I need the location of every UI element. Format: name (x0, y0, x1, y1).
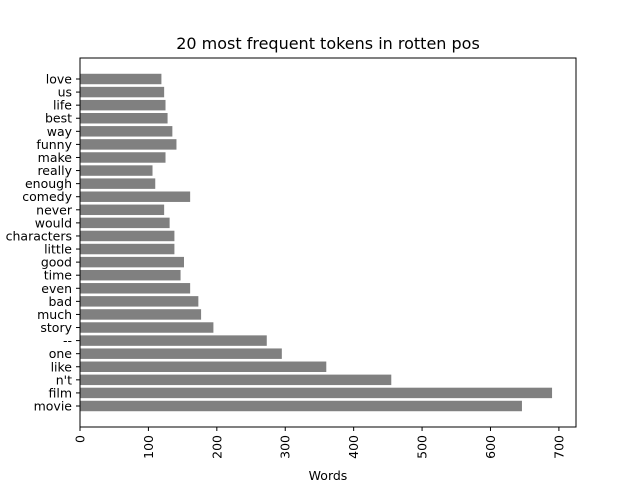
bar-8 (80, 178, 156, 189)
y-tick-label-24: film (48, 385, 72, 400)
y-tick-label-16: even (41, 281, 72, 296)
bars (80, 73, 553, 412)
y-tick-label-0: love (46, 72, 73, 87)
y-tick-label-14: good (41, 255, 72, 270)
bar-21 (80, 348, 282, 359)
y-tick-label-20: -- (63, 333, 72, 348)
y-tick-label-11: would (35, 215, 72, 230)
y-tick-label-23: n't (56, 372, 72, 387)
bar-0 (80, 73, 162, 85)
bar-2 (80, 99, 166, 111)
y-tick-label-18: much (37, 307, 72, 322)
bar-20 (80, 335, 267, 346)
y-tick-label-7: really (37, 163, 72, 178)
y-tick-label-22: like (51, 359, 73, 374)
bar-23 (80, 374, 392, 386)
y-tick-label-3: best (45, 111, 72, 126)
bar-7 (80, 165, 153, 176)
y-tick-label-12: characters (6, 228, 72, 243)
y-tick-label-9: comedy (22, 189, 72, 204)
bar-5 (80, 139, 177, 150)
bar-16 (80, 283, 191, 294)
bar-4 (80, 126, 173, 137)
y-tick-label-25: movie (34, 399, 73, 414)
y-tick-label-13: little (44, 242, 72, 257)
y-tick-label-1: us (58, 85, 72, 100)
x-axis-label: Words (309, 468, 348, 480)
bar-11 (80, 217, 170, 229)
x-axis: 0 100 200 300 400 500 600 700 (73, 427, 566, 459)
bar-13 (80, 243, 175, 255)
x-tick-label-2: 200 (209, 435, 224, 459)
bar-1 (80, 86, 165, 98)
y-tick-label-17: bad (48, 294, 72, 309)
bar-9 (80, 191, 191, 202)
y-tick-label-4: way (47, 124, 73, 139)
y-tick-label-10: never (36, 202, 73, 217)
bar-12 (80, 230, 175, 242)
x-tick-label-5: 500 (415, 435, 430, 459)
x-tick-label-4: 400 (346, 435, 361, 459)
y-tick-label-19: story (40, 320, 72, 335)
bar-10 (80, 204, 165, 216)
bar-14 (80, 256, 184, 268)
y-tick-label-5: funny (36, 137, 72, 152)
y-axis: loveuslifebestwayfunnymakereallyenoughco… (6, 72, 80, 414)
x-tick-label-3: 300 (278, 435, 293, 459)
x-tick-label-7: 700 (551, 435, 566, 459)
x-tick-label-6: 600 (483, 435, 498, 459)
bar-24 (80, 387, 553, 399)
y-tick-label-21: one (49, 346, 73, 361)
bar-25 (80, 400, 522, 412)
chart-title: 20 most frequent tokens in rotten pos (176, 34, 480, 53)
bar-15 (80, 269, 181, 281)
y-tick-label-6: make (38, 150, 73, 165)
y-tick-label-15: time (44, 268, 73, 283)
x-tick-label-0: 0 (73, 435, 88, 443)
bar-17 (80, 296, 199, 307)
bar-3 (80, 113, 168, 124)
y-tick-label-8: enough (25, 176, 72, 191)
bar-18 (80, 309, 202, 320)
y-tick-label-2: life (53, 98, 72, 113)
bar-19 (80, 322, 214, 333)
x-tick-label-1: 100 (141, 435, 156, 459)
plot-frame (79, 57, 577, 428)
bar-6 (80, 152, 166, 163)
bar-22 (80, 361, 327, 372)
